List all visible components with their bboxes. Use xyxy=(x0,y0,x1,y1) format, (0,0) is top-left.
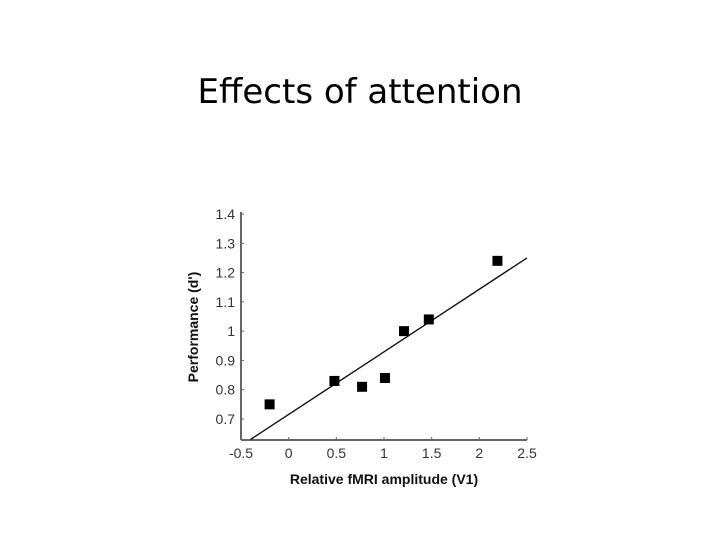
x-tick-label: 2.5 xyxy=(517,445,537,461)
y-tick-label: 1.3 xyxy=(216,235,236,251)
x-tick-label: 2 xyxy=(475,445,483,461)
data-point xyxy=(423,314,434,325)
y-tick-label: 1 xyxy=(227,323,235,339)
x-tick-label: 0 xyxy=(285,445,293,461)
x-tick-label: -0.5 xyxy=(229,445,253,461)
data-point xyxy=(329,375,340,386)
y-tick-label: 1.4 xyxy=(216,206,236,222)
regression-line xyxy=(250,257,528,441)
data-point xyxy=(264,399,275,410)
x-axis-label: Relative fMRI amplitude (V1) xyxy=(290,471,478,487)
data-point xyxy=(399,326,410,337)
y-tick-label: 0.9 xyxy=(216,352,236,368)
slide-title: Effects of attention xyxy=(197,72,523,112)
x-tick-label: 0.5 xyxy=(327,445,347,461)
data-point xyxy=(357,381,368,392)
y-axis-label: Performance (d') xyxy=(185,272,201,383)
data-point xyxy=(379,373,390,383)
y-tick-label: 1.2 xyxy=(216,265,236,281)
x-tick-label: 1 xyxy=(380,445,388,461)
x-tick-label: 1.5 xyxy=(422,445,442,461)
y-tick-label: 0.7 xyxy=(216,411,236,427)
data-point xyxy=(492,255,503,266)
y-tick-label: 0.8 xyxy=(216,382,236,398)
y-tick-label: 1.1 xyxy=(216,294,236,310)
